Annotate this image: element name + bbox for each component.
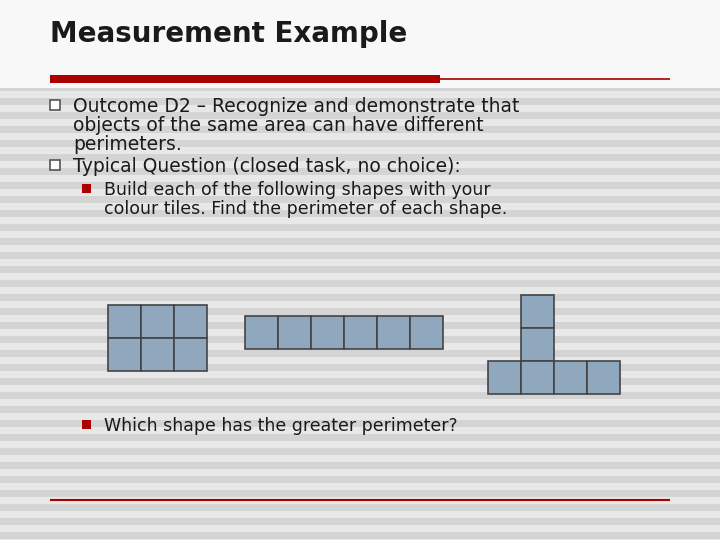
Bar <box>0 98 720 105</box>
Text: perimeters.: perimeters. <box>73 135 181 154</box>
Bar <box>141 305 174 338</box>
Bar <box>82 184 91 193</box>
Text: objects of the same area can have different: objects of the same area can have differ… <box>73 116 484 135</box>
Bar <box>108 305 141 338</box>
Bar <box>0 252 720 259</box>
Text: colour tiles. Find the perimeter of each shape.: colour tiles. Find the perimeter of each… <box>104 200 508 218</box>
Bar <box>0 518 720 525</box>
Bar <box>0 238 720 245</box>
Bar <box>50 75 440 83</box>
Bar <box>0 294 720 301</box>
Bar <box>0 28 720 35</box>
Bar <box>141 338 174 371</box>
Bar <box>82 420 91 429</box>
Bar <box>0 112 720 119</box>
Bar <box>0 126 720 133</box>
Bar <box>344 316 377 349</box>
Bar <box>521 295 554 328</box>
Bar <box>0 490 720 497</box>
Bar <box>410 316 443 349</box>
Bar <box>587 361 620 394</box>
Text: Outcome D2 – Recognize and demonstrate that: Outcome D2 – Recognize and demonstrate t… <box>73 97 519 116</box>
Bar <box>0 406 720 413</box>
Bar <box>0 196 720 203</box>
Bar <box>0 462 720 469</box>
Bar <box>50 100 60 110</box>
Bar <box>0 140 720 147</box>
Bar <box>0 182 720 189</box>
Bar <box>0 42 720 49</box>
Bar <box>0 0 720 88</box>
Bar <box>245 316 278 349</box>
Bar <box>0 280 720 287</box>
Bar <box>108 338 141 371</box>
Bar <box>278 316 311 349</box>
Bar <box>0 364 720 371</box>
Bar <box>0 224 720 231</box>
Bar <box>0 448 720 455</box>
Text: Measurement Example: Measurement Example <box>50 20 408 48</box>
Bar <box>0 70 720 77</box>
Text: Typical Question (closed task, no choice):: Typical Question (closed task, no choice… <box>73 157 461 176</box>
Bar <box>0 56 720 63</box>
Bar <box>0 154 720 161</box>
Bar <box>174 305 207 338</box>
Bar <box>0 0 720 7</box>
Bar <box>0 308 720 315</box>
Bar <box>311 316 344 349</box>
Bar <box>488 361 521 394</box>
Bar <box>0 378 720 385</box>
Bar <box>50 160 60 170</box>
Bar <box>521 328 554 361</box>
Bar <box>0 14 720 21</box>
Bar <box>0 532 720 539</box>
Text: Build each of the following shapes with your: Build each of the following shapes with … <box>104 181 490 199</box>
Bar <box>0 476 720 483</box>
Text: Which shape has the greater perimeter?: Which shape has the greater perimeter? <box>104 417 458 435</box>
Bar <box>174 338 207 371</box>
Bar <box>0 168 720 175</box>
Bar <box>0 210 720 217</box>
Bar <box>0 84 720 91</box>
Bar <box>0 434 720 441</box>
Bar <box>554 361 587 394</box>
Bar <box>0 420 720 427</box>
Bar <box>0 266 720 273</box>
Bar <box>0 392 720 399</box>
Bar <box>377 316 410 349</box>
Bar <box>0 350 720 357</box>
Bar <box>0 336 720 343</box>
Bar <box>0 322 720 329</box>
Bar <box>0 504 720 511</box>
Bar <box>521 361 554 394</box>
